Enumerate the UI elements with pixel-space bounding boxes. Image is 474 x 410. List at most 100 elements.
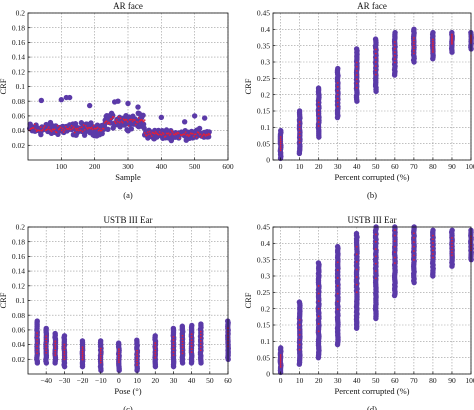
y-tick-label: 0.05 (257, 353, 270, 362)
center-marker (451, 248, 453, 251)
center-marker (393, 245, 396, 248)
center-marker (451, 33, 453, 36)
x-tick-label: 80 (429, 376, 437, 385)
data-point (170, 325, 177, 332)
center-marker (172, 348, 175, 351)
center-marker (100, 129, 103, 132)
x-tick-label: 90 (448, 162, 456, 171)
center-marker (355, 65, 358, 68)
center-marker (63, 346, 66, 348)
y-axis-label: CRF (243, 292, 253, 308)
data-points (277, 224, 474, 376)
center-marker (118, 352, 120, 355)
y-tick-label: 0.08 (12, 97, 25, 106)
center-marker (72, 126, 75, 129)
center-marker (60, 129, 63, 132)
data-point (72, 121, 79, 127)
center-marker (36, 342, 38, 345)
center-marker (154, 342, 157, 344)
center-marker (374, 277, 377, 280)
center-marker (374, 248, 377, 250)
x-tick-label: 40 (188, 376, 196, 385)
data-point (392, 29, 398, 36)
center-marker (114, 122, 117, 125)
center-marker (451, 39, 453, 42)
center-marker (432, 48, 434, 51)
center-marker (99, 357, 102, 359)
y-tick-label: 0.05 (257, 139, 270, 148)
center-marker (199, 349, 202, 352)
x-tick-label: −10 (95, 376, 107, 385)
center-marker (154, 356, 157, 359)
data-point (278, 127, 284, 134)
center-marker (178, 137, 181, 139)
data-point (105, 126, 111, 132)
center-marker (279, 361, 282, 364)
center-marker (64, 125, 67, 128)
chart-title: AR face (357, 1, 387, 11)
data-point (334, 243, 341, 250)
center-marker (184, 131, 187, 134)
data-point (58, 97, 65, 103)
center-marker (451, 36, 453, 39)
center-marker (81, 348, 84, 351)
center-marker (199, 133, 202, 136)
center-marker (61, 127, 64, 130)
center-marker (63, 358, 66, 361)
center-marker (200, 136, 203, 139)
center-marker (90, 126, 93, 129)
center-marker (393, 234, 396, 237)
center-marker (53, 128, 56, 131)
center-marker (183, 133, 186, 136)
center-marker (298, 131, 301, 134)
x-tick-label: 500 (189, 162, 201, 171)
center-marker (317, 322, 320, 325)
center-marker (54, 352, 57, 354)
y-tick-label: 0.18 (12, 237, 25, 246)
x-tick-label: 300 (122, 162, 134, 171)
center-marker (136, 361, 138, 364)
center-marker (130, 118, 133, 121)
center-marker (432, 46, 434, 49)
center-marker (70, 124, 73, 127)
center-marker (99, 347, 102, 350)
y-tick-label: 0.45 (257, 223, 270, 232)
data-point (206, 129, 212, 135)
y-tick-label: 0.15 (257, 107, 270, 116)
center-marker (279, 142, 282, 145)
center-marker (190, 348, 193, 351)
center-marker (336, 101, 339, 104)
center-marker (208, 133, 211, 136)
center-marker (336, 269, 339, 272)
center-marker (181, 346, 184, 349)
center-marker (374, 262, 377, 265)
x-tick-label: 20 (315, 376, 323, 385)
chart-title: USTB III Ear (104, 215, 153, 225)
center-marker (81, 350, 84, 353)
center-marker (92, 124, 95, 127)
center-marker (50, 130, 53, 133)
center-marker (451, 242, 453, 245)
center-marker (137, 117, 140, 119)
data-points (34, 318, 231, 374)
center-marker (108, 122, 111, 125)
center-marker (83, 128, 86, 131)
panel-caption: (b) (367, 190, 377, 200)
center-marker (451, 245, 453, 248)
center-marker (154, 354, 157, 357)
center-marker (81, 130, 84, 133)
y-tick-label: 0.12 (12, 281, 25, 290)
y-tick-label: 0.35 (257, 41, 270, 50)
y-tick-label: 0.06 (12, 326, 25, 335)
center-marker (91, 128, 94, 131)
center-marker (451, 254, 453, 257)
center-marker (54, 342, 57, 345)
center-marker (298, 338, 301, 341)
center-marker (393, 256, 396, 259)
center-marker (336, 105, 339, 108)
center-marker (317, 330, 320, 333)
data-point (66, 94, 73, 101)
y-tick-label: 0.35 (257, 255, 270, 264)
x-tick-label: 90 (448, 376, 456, 385)
center-marker (374, 61, 377, 63)
